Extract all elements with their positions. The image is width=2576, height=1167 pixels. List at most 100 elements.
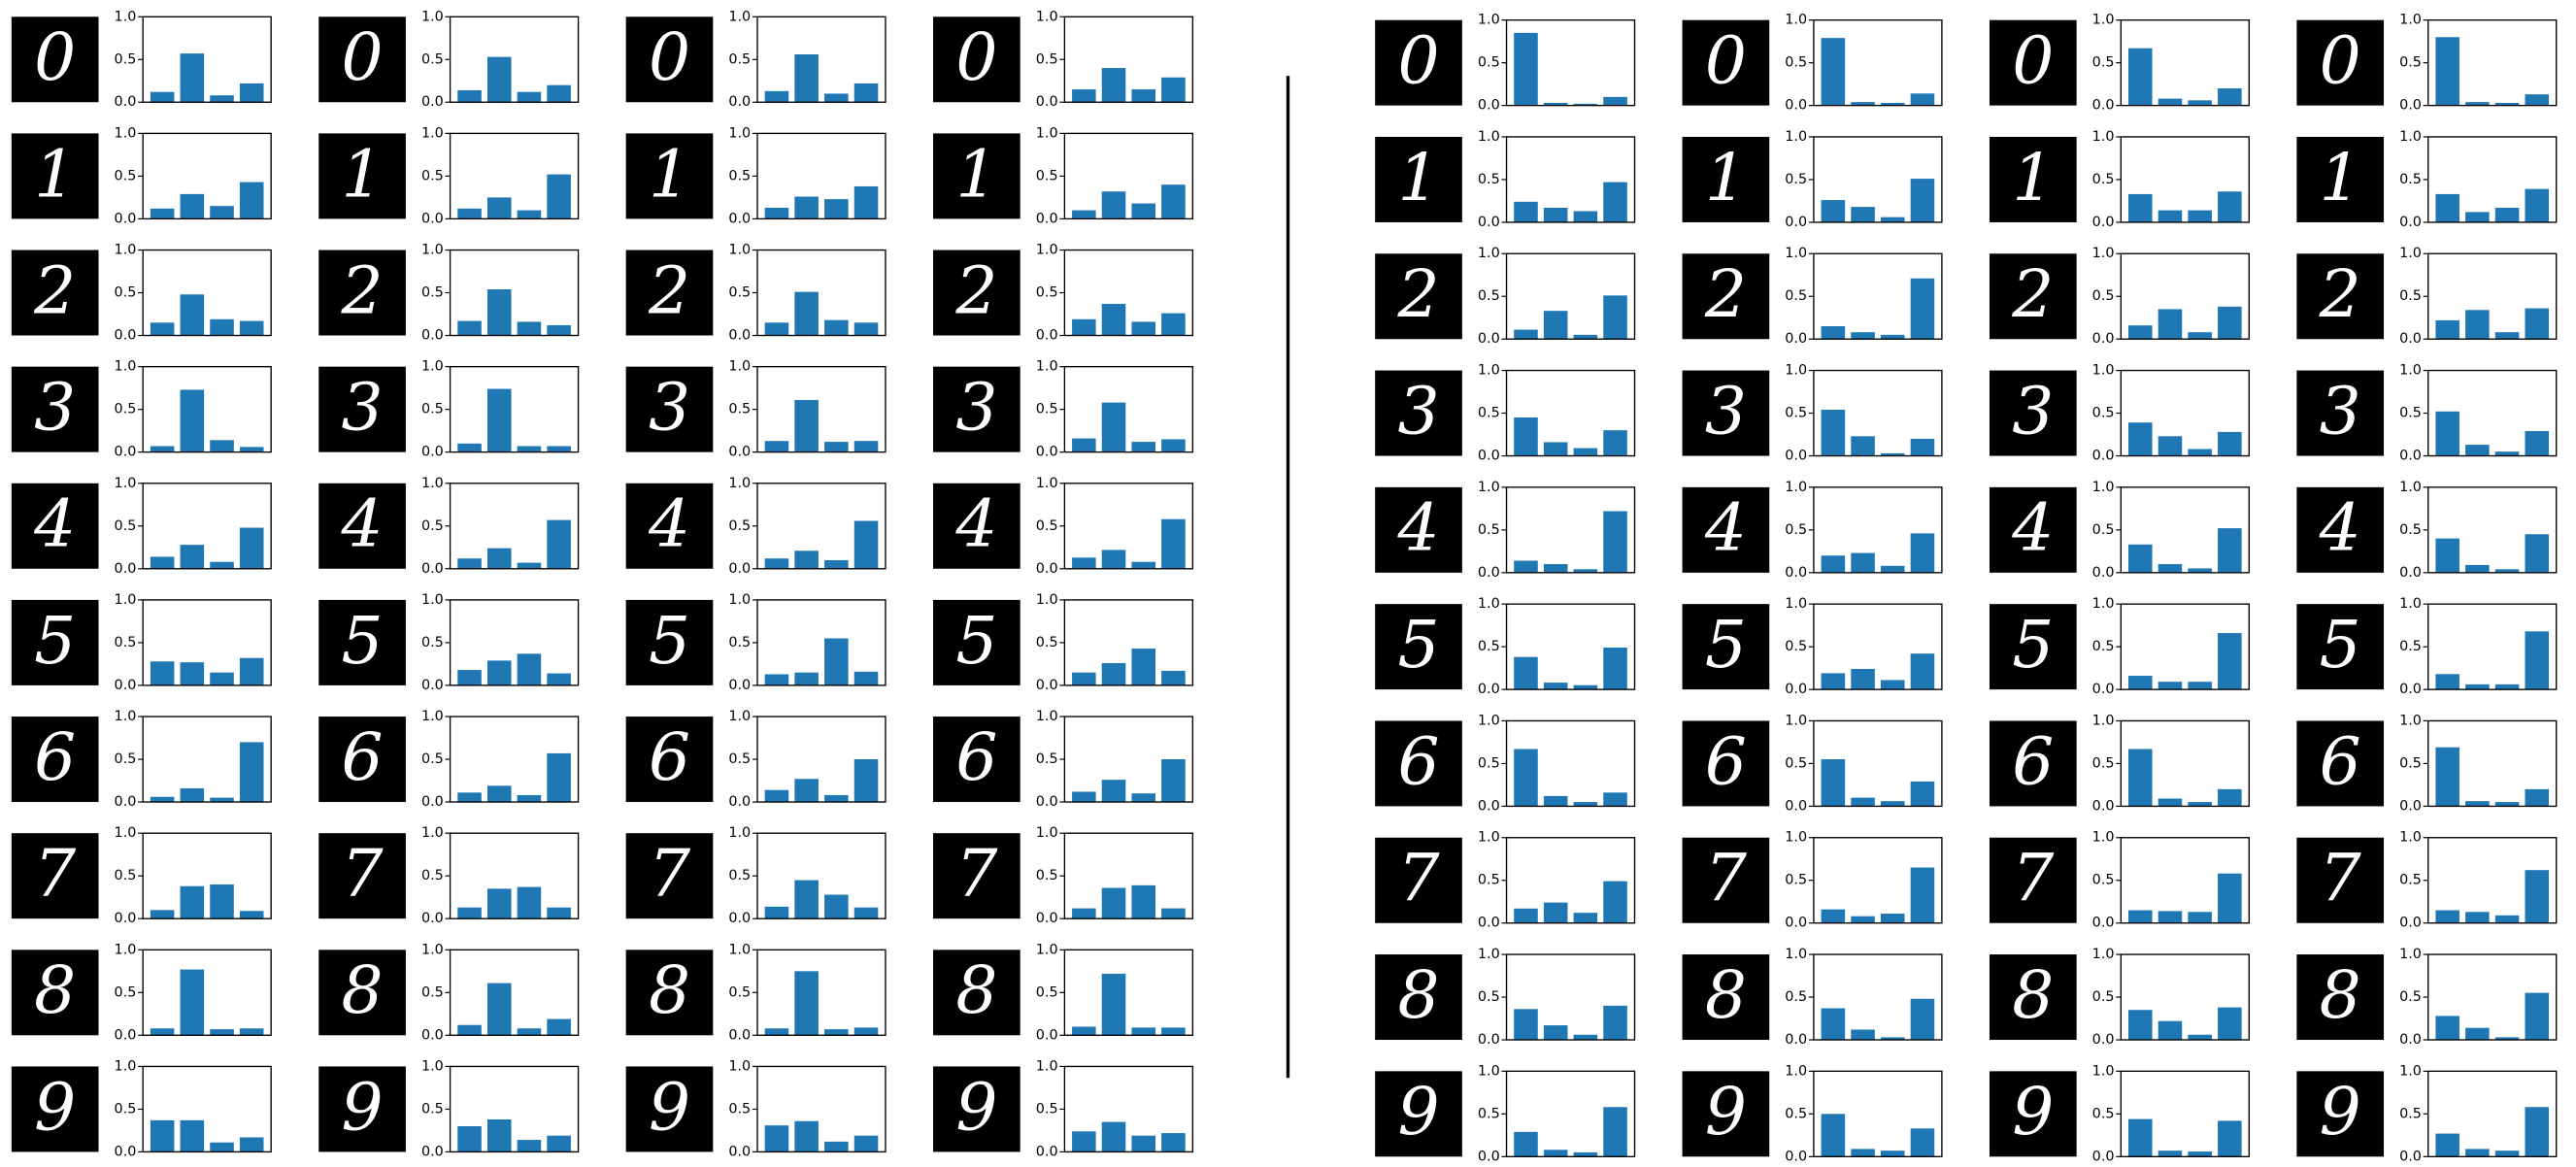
digit-image bbox=[11, 1066, 99, 1152]
digit-glyph: 9 bbox=[649, 1068, 690, 1145]
digit-glyph: 0 bbox=[955, 18, 997, 95]
bar bbox=[1603, 295, 1627, 340]
y-tick-label: 0.0 bbox=[2399, 798, 2422, 814]
y-tick-label: 1.0 bbox=[1785, 596, 1807, 612]
bar bbox=[517, 1140, 542, 1152]
bar bbox=[1821, 555, 1846, 573]
bar bbox=[2465, 445, 2490, 456]
digit-glyph: 8 bbox=[34, 951, 76, 1028]
y-tick-label: 0.0 bbox=[1036, 94, 1058, 110]
y-tick-label: 0.5 bbox=[421, 518, 444, 534]
bar bbox=[180, 53, 205, 103]
digit-glyph: 9 bbox=[1705, 1073, 1747, 1150]
digit-glyph: 3 bbox=[34, 369, 76, 446]
bar bbox=[1821, 38, 1846, 106]
y-tick-label: 0.0 bbox=[728, 445, 751, 460]
bar bbox=[1603, 1107, 1627, 1157]
y-tick-label: 0.0 bbox=[728, 794, 751, 810]
y-tick-label: 0.5 bbox=[1036, 635, 1058, 650]
bar bbox=[210, 672, 234, 685]
bar bbox=[180, 969, 205, 1036]
bar bbox=[486, 888, 512, 919]
digit-glyph: 7 bbox=[342, 835, 384, 912]
bar bbox=[1880, 801, 1905, 807]
digit-glyph: 2 bbox=[33, 251, 76, 328]
y-tick-label: 0.5 bbox=[1785, 989, 1807, 1005]
bar bbox=[1880, 217, 1905, 222]
axes-frame bbox=[756, 949, 887, 1036]
y-tick-label: 0.5 bbox=[728, 518, 751, 534]
y-tick-label: 0.5 bbox=[2092, 172, 2115, 187]
bar bbox=[210, 797, 234, 803]
bar bbox=[1543, 442, 1568, 456]
bar bbox=[2188, 449, 2212, 456]
digit-glyph: 6 bbox=[2012, 722, 2054, 799]
bar bbox=[486, 289, 512, 336]
bar bbox=[239, 911, 264, 919]
digit-image bbox=[1989, 486, 2077, 573]
axes-frame bbox=[2120, 603, 2250, 690]
y-tick-label: 1.0 bbox=[115, 942, 137, 957]
y-tick-label: 0.0 bbox=[2092, 682, 2115, 697]
digit-glyph: 0 bbox=[649, 18, 690, 95]
bar bbox=[2127, 910, 2153, 923]
axes-frame bbox=[1063, 716, 1194, 803]
bar bbox=[457, 443, 482, 452]
bar bbox=[1543, 902, 1568, 923]
y-tick-label: 1.0 bbox=[1478, 480, 1500, 495]
axes-frame bbox=[1505, 603, 1636, 690]
bar bbox=[1910, 438, 1935, 456]
bar bbox=[2158, 210, 2183, 222]
y-tick-label: 0.0 bbox=[1785, 682, 1807, 697]
digit-image bbox=[2296, 19, 2385, 106]
y-tick-label: 0.5 bbox=[421, 751, 444, 767]
bar bbox=[764, 207, 789, 219]
y-tick-label: 1.0 bbox=[1478, 363, 1500, 379]
y-tick-label: 0.0 bbox=[1036, 911, 1058, 926]
bar bbox=[2435, 1133, 2459, 1157]
digit-image bbox=[933, 17, 1020, 103]
axes-frame bbox=[756, 365, 887, 453]
axes-frame bbox=[449, 365, 580, 453]
digit-glyph: 0 bbox=[1397, 22, 1439, 99]
y-tick-label: 0.0 bbox=[421, 94, 444, 110]
axes-frame bbox=[1063, 832, 1194, 919]
axes-frame bbox=[2427, 252, 2558, 340]
bar bbox=[210, 1029, 234, 1036]
y-tick-label: 1.0 bbox=[421, 592, 444, 608]
bar bbox=[1821, 410, 1846, 456]
digit-glyph: 4 bbox=[1396, 489, 1439, 566]
axes-frame bbox=[1063, 249, 1194, 337]
axes-frame bbox=[2120, 953, 2250, 1041]
bar bbox=[794, 399, 819, 452]
y-tick-label: 0.0 bbox=[1036, 561, 1058, 577]
axes-frame bbox=[1063, 1065, 1194, 1153]
bar bbox=[1543, 1025, 1568, 1041]
axes-frame bbox=[1063, 132, 1194, 220]
bar bbox=[1072, 672, 1096, 685]
bar bbox=[486, 197, 512, 219]
bar bbox=[2158, 798, 2183, 807]
digit-image bbox=[933, 483, 1020, 569]
digit-glyph: 5 bbox=[649, 602, 690, 679]
y-tick-label: 1.0 bbox=[1036, 825, 1058, 841]
y-tick-label: 0.0 bbox=[2399, 682, 2422, 697]
digit-glyph: 6 bbox=[2320, 722, 2361, 799]
y-tick-label: 0.5 bbox=[115, 402, 137, 417]
axes-frame bbox=[2120, 1070, 2250, 1158]
digit-glyph: 9 bbox=[1397, 1073, 1439, 1150]
y-tick-label: 0.0 bbox=[728, 1144, 751, 1159]
bar bbox=[1603, 792, 1627, 807]
bar bbox=[824, 559, 849, 569]
digit-image bbox=[2296, 604, 2385, 690]
axes-frame bbox=[2427, 136, 2558, 223]
digit-glyph: 3 bbox=[955, 369, 997, 446]
y-tick-label: 1.0 bbox=[421, 942, 444, 957]
digit-glyph: 6 bbox=[1397, 722, 1439, 799]
bar bbox=[1910, 867, 1935, 923]
axes-frame bbox=[2427, 18, 2558, 107]
bar bbox=[210, 1142, 234, 1152]
digit-image bbox=[1375, 604, 1462, 690]
y-tick-label: 0.0 bbox=[1785, 798, 1807, 814]
y-tick-label: 1.0 bbox=[2092, 1063, 2115, 1079]
